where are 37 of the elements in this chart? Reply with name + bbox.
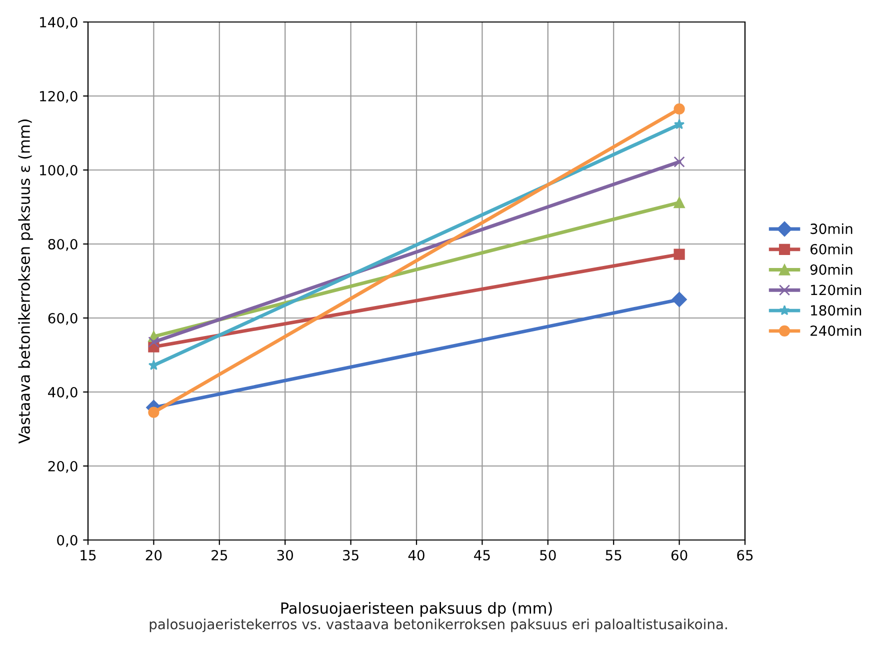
y-tick-label: 0,0 xyxy=(57,534,78,547)
legend-label: 180min xyxy=(811,304,862,316)
point xyxy=(672,292,687,308)
y-tick-label: 120,0 xyxy=(40,90,78,103)
x-tick-label: 35 xyxy=(343,550,358,560)
x-tick-label: 15 xyxy=(80,550,96,560)
point xyxy=(148,336,160,348)
x-tick-label: 30 xyxy=(277,550,294,560)
x-tick-label: 65 xyxy=(737,550,753,560)
text: palosuojaeristekerros vs. vastaava betonikerroksen paksuus eri paloaltistusaikoina. xyxy=(150,618,727,632)
point xyxy=(674,118,685,130)
point xyxy=(674,248,685,260)
y-tick-label: 80,0 xyxy=(48,238,78,251)
x-axis-title: Palosuojaeristeen paksuus dp (mm) xyxy=(281,602,552,617)
legend-label: 240min xyxy=(810,325,862,336)
point xyxy=(674,103,685,115)
y-tick-label: 140,0 xyxy=(40,16,78,29)
legend-label: 90min xyxy=(810,264,852,275)
x-tick-label: 50 xyxy=(540,550,556,560)
point xyxy=(674,197,685,208)
x-tick-label: 25 xyxy=(212,550,228,560)
y-tick-label: 40,0 xyxy=(48,386,78,399)
legend-label: 60min xyxy=(810,244,852,254)
point xyxy=(148,360,160,370)
point xyxy=(674,156,685,168)
x-tick-label: 60 xyxy=(671,550,688,560)
x-tick-label: 40 xyxy=(408,550,424,560)
x-tick-label: 55 xyxy=(606,550,622,560)
y-tick-label: 20,0 xyxy=(48,460,78,473)
legend-label: 30min xyxy=(810,223,852,234)
y-axis-title: Vastaava betonikerroksen paksuus ε (mm) xyxy=(18,120,33,444)
point xyxy=(148,406,160,418)
x-tick-label: 20 xyxy=(146,550,162,560)
legend-label: 120min xyxy=(811,284,862,296)
x-tick-label: 45 xyxy=(474,550,490,560)
y-tick-label: 100,0 xyxy=(40,164,78,177)
y-tick-label: 60,0 xyxy=(48,312,78,325)
